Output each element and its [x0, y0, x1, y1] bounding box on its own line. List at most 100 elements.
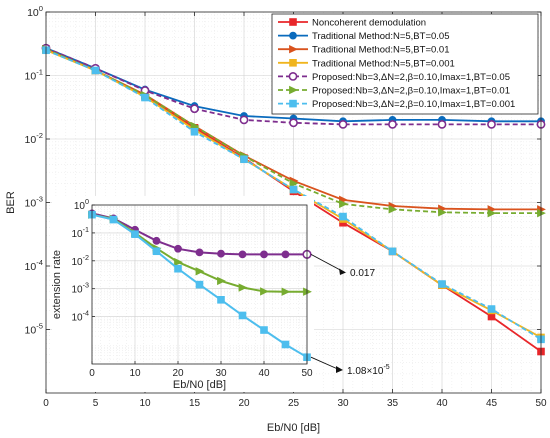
legend-marker: [289, 31, 297, 40]
inset-series-2-point: [281, 287, 291, 296]
series-6-point: [487, 208, 497, 218]
legend-marker: [289, 99, 297, 108]
series-5-point: [388, 119, 397, 129]
inset-series-3-point: [131, 230, 139, 238]
legend-entry: Proposed:Nb=3,ΔN=2,β=0.10,Imax=1,BT=0.05: [278, 72, 510, 83]
inset-x-tick-label: 30: [215, 368, 227, 379]
inset-series-1-point: [174, 244, 182, 253]
inset-series-1-point: [260, 250, 268, 259]
inset-series-3-point: [152, 247, 161, 256]
inset-series-3-point: [238, 311, 247, 320]
series-5-point: [487, 119, 496, 129]
series-7-point: [91, 66, 100, 75]
inset-x-tick-label: 0: [89, 368, 95, 379]
legend-entry: Proposed:Nb=3,ΔN=2,β=0.10,Imax=1,BT=0.00…: [278, 99, 515, 110]
annotation-value: 0.017: [350, 268, 375, 279]
x-tick-label: 5: [93, 398, 99, 409]
inset-y-axis-label: extension rate: [51, 250, 63, 319]
y-tick-label: 10-5: [25, 322, 43, 337]
inset-series-1-point: [152, 236, 161, 245]
series-6-point: [339, 199, 348, 209]
inset-y-tick-label: 10-2: [71, 253, 89, 268]
legend-label: Traditional Method:N=5,BT=0.05: [312, 31, 449, 42]
legend-entry: Traditional Method:N=5,BT=0.001: [278, 58, 455, 69]
y-tick-label: 10-1: [25, 68, 43, 83]
inset-series-1-point: [217, 249, 225, 258]
series-7-point: [190, 127, 199, 136]
series-7-point: [141, 93, 149, 102]
legend-label: Noncoherent demodulation: [312, 18, 426, 29]
series-6-point: [289, 179, 299, 188]
x-tick-label: 30: [337, 398, 349, 409]
annotation-value: 1.08×10-5: [347, 364, 390, 377]
legend-entry: Traditional Method:N=5,BT=0.05: [278, 31, 449, 42]
series-6-point: [190, 121, 200, 131]
series-6-point: [438, 208, 447, 217]
inset-series-2-point: [217, 276, 226, 286]
series-7-point: [240, 155, 248, 164]
x-tick-label: 0: [43, 398, 49, 409]
x-tick-label: 10: [139, 398, 151, 409]
inset-y-tick-label: 10-4: [71, 309, 89, 324]
legend-label: Proposed:Nb=3,ΔN=2,β=0.10,Imax=1,BT=0.05: [312, 72, 510, 83]
inset-x-tick-label: 50: [301, 368, 313, 379]
legend-label: Traditional Method:N=5,BT=0.01: [312, 45, 449, 56]
x-tick-label: 40: [436, 398, 448, 409]
inset-x-tick-label: 20: [172, 368, 184, 379]
legend: Noncoherent demodulation Traditional Meth…: [271, 13, 539, 115]
legend-entry: Noncoherent demodulation: [278, 18, 426, 29]
legend-box: [271, 13, 539, 115]
legend-entry: Traditional Method:N=5,BT=0.01: [278, 45, 449, 56]
x-tick-label: 50: [535, 398, 547, 409]
inset-y-tick-label: 10-3: [71, 281, 89, 296]
legend-marker: [289, 45, 298, 54]
inset-annotations: 0.017 1.08×10-5: [310, 253, 390, 377]
inset-series-2-point: [260, 287, 269, 296]
x-tick-label: 20: [238, 398, 250, 409]
legend-marker: [288, 72, 298, 81]
inset-series-2-point: [195, 267, 205, 276]
y-tick-label: 100: [27, 4, 43, 19]
series-5-point: [289, 118, 298, 128]
y-axis-label: BER: [5, 191, 17, 214]
series-5-point: [437, 119, 447, 129]
inset-series-1-point: [281, 250, 290, 259]
legend-marker: [289, 18, 297, 26]
series-5-point: [338, 119, 348, 129]
series-7-point: [388, 247, 397, 256]
x-tick-label: 45: [486, 398, 498, 409]
inset-x-tick-label: 10: [129, 368, 141, 379]
inset-axes-box: [91, 204, 308, 365]
legend-label: Traditional Method:N=5,BT=0.001: [312, 58, 455, 69]
inset-series-2-point: [238, 283, 248, 292]
series-5-point: [239, 115, 249, 125]
inset-series-3-point: [195, 280, 204, 289]
inset-y-tick-label: 10-1: [71, 225, 89, 240]
x-tick-label: 15: [189, 398, 201, 409]
series-6-point: [388, 205, 398, 214]
series-5-point: [190, 104, 199, 114]
x-axis-label: Eb/N0 [dB]: [267, 422, 320, 434]
legend-marker: [289, 59, 297, 67]
x-tick-label: 35: [387, 398, 399, 409]
inset-series-3-point: [281, 340, 290, 349]
legend-entry: Proposed:Nb=3,ΔN=2,β=0.10,Imax=1,BT=0.01: [278, 86, 510, 97]
series-7-point: [339, 212, 347, 221]
y-tick-label: 10-2: [25, 131, 43, 146]
inset-series-1-point: [195, 248, 204, 257]
inset-series-2-point: [174, 257, 183, 267]
series-7-point: [289, 185, 298, 194]
legend-label: Proposed:Nb=3,ΔN=2,β=0.10,Imax=1,BT=0.00…: [312, 99, 515, 110]
inset-series-3-point: [260, 326, 268, 334]
y-tick-label: 10-4: [25, 258, 43, 273]
y-tick-label: 10-3: [25, 195, 43, 210]
series-7-point: [487, 305, 496, 313]
inset-extension-rate-chart: 0 10 20 30 40 50 10-4 10-3 10-2 10-1 100 Eb/N0 [dB]…: [51, 196, 390, 392]
inset-x-axis-label: Eb/N0 [dB]: [173, 379, 226, 391]
legend-marker: [289, 85, 298, 95]
inset-series-3-point: [109, 215, 118, 224]
legend-label: Proposed:Nb=3,ΔN=2,β=0.10,Imax=1,BT=0.01: [312, 86, 510, 97]
inset-series-3-point: [174, 264, 182, 273]
inset-background: [52, 196, 314, 392]
